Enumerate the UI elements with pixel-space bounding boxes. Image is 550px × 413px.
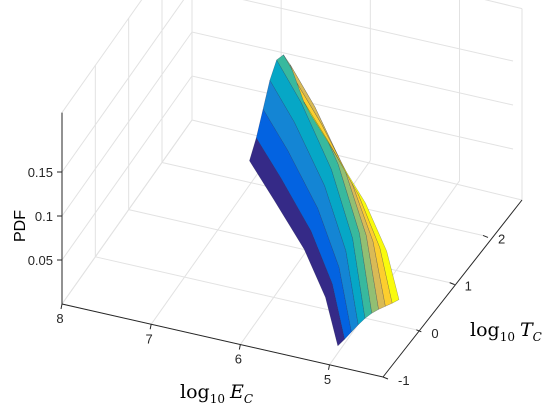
tick-labels: 8 7 6 5 -1 0 1 2 0.05 0.1 0.15 bbox=[28, 165, 506, 388]
floor-grid-x bbox=[329, 180, 460, 366]
x-tick-mark bbox=[238, 344, 241, 350]
y-tick-mark bbox=[482, 234, 489, 238]
z-tick-label: 0.1 bbox=[35, 209, 53, 224]
floor-grid-y bbox=[128, 209, 450, 284]
wall-top-left bbox=[61, 0, 143, 113]
x-tick-label: 6 bbox=[235, 352, 242, 367]
y-tick-mark bbox=[382, 376, 389, 380]
x-tick-mark bbox=[149, 324, 152, 330]
y-tick-label: 2 bbox=[498, 231, 505, 246]
x-tick-mark bbox=[60, 303, 63, 310]
y-tick-label: 1 bbox=[465, 279, 472, 294]
x-tick-label: 5 bbox=[324, 372, 331, 387]
wall-grid-z bbox=[61, 75, 514, 261]
z-axis-label: PDF bbox=[12, 210, 29, 242]
y-axis-line bbox=[382, 199, 523, 378]
y-tick-label: -1 bbox=[398, 373, 410, 388]
y-tick-label: 0 bbox=[431, 326, 438, 341]
y-tick-mark bbox=[416, 329, 422, 333]
y-axis-label: log10 TC bbox=[470, 319, 542, 344]
x-tick-label: 8 bbox=[56, 311, 63, 326]
y-tick-mark bbox=[449, 282, 455, 286]
x-tick-mark bbox=[328, 364, 330, 370]
wall-grid-z bbox=[61, 31, 514, 217]
z-tick-label: 0.05 bbox=[28, 253, 53, 268]
axes bbox=[57, 112, 523, 380]
pdf-surface bbox=[249, 54, 400, 347]
floor-grid-x bbox=[61, 119, 193, 305]
wall-top-back bbox=[484, 0, 523, 10]
wall-grid-z bbox=[61, 0, 514, 173]
surface-strip bbox=[303, 101, 400, 304]
x-tick-label: 7 bbox=[146, 331, 153, 346]
z-tick-label: 0.15 bbox=[28, 165, 53, 180]
x-axis-label: log10 EC bbox=[180, 381, 253, 406]
floor-back-edge bbox=[191, 119, 523, 201]
